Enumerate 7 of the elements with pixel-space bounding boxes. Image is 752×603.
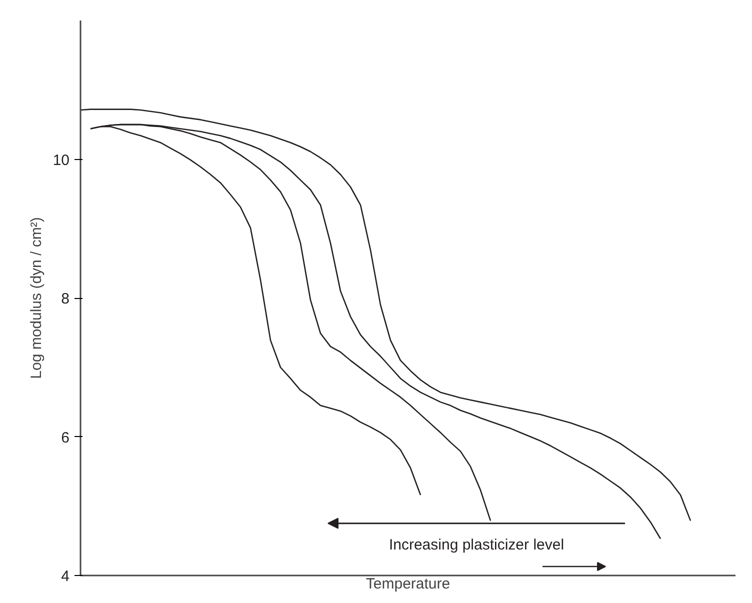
y-axis-title: Log modulus (dyn / cm²) <box>28 217 45 379</box>
y-tick-label: 10 <box>52 152 70 169</box>
y-tick-label: 4 <box>61 568 70 585</box>
annotation: Increasing plasticizer level <box>388 536 564 554</box>
y-tick-label: 6 <box>61 429 70 446</box>
y-tick-label: 8 <box>61 290 70 308</box>
x-axis-title: Temperature <box>366 576 450 592</box>
